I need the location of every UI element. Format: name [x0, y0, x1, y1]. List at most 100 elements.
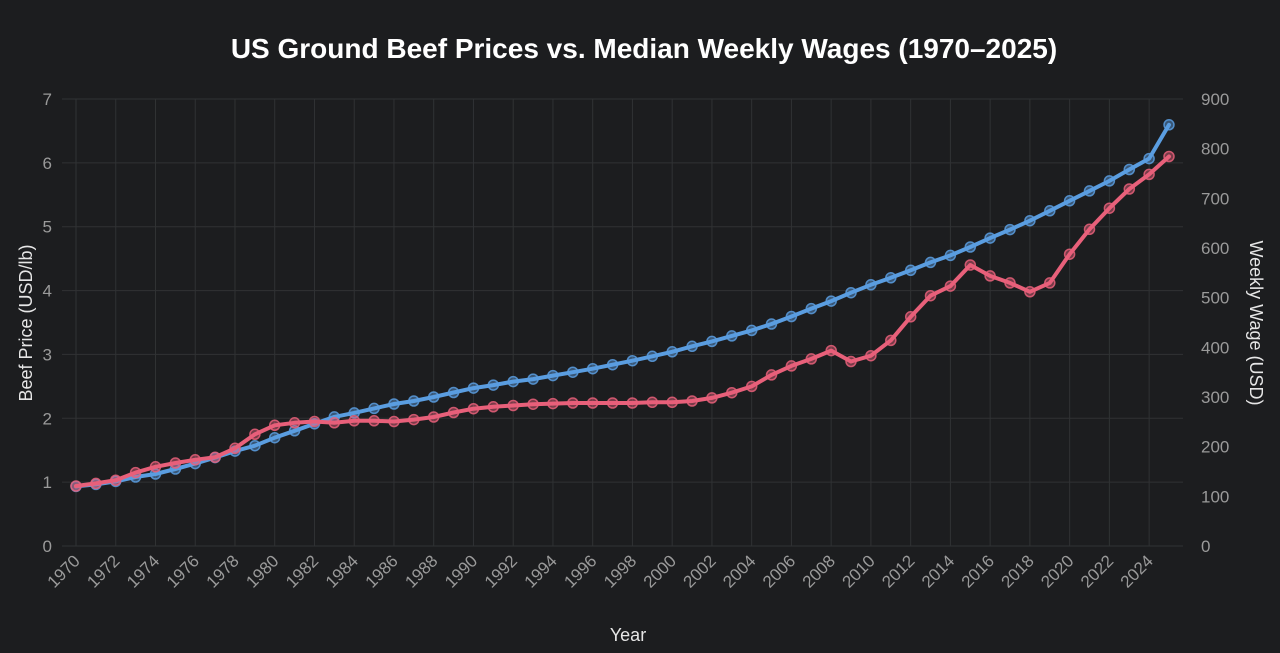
data-point[interactable]: [507, 375, 519, 388]
data-point[interactable]: [408, 395, 420, 407]
data-point[interactable]: [408, 413, 420, 426]
data-point[interactable]: [984, 232, 996, 244]
data-point[interactable]: [567, 366, 579, 378]
data-point[interactable]: [924, 289, 937, 302]
data-point[interactable]: [487, 379, 500, 391]
data-point[interactable]: [666, 396, 678, 409]
data-point[interactable]: [308, 415, 321, 428]
data-point[interactable]: [845, 355, 857, 368]
data-point[interactable]: [527, 373, 539, 385]
data-point[interactable]: [348, 415, 360, 427]
data-point[interactable]: [1123, 183, 1136, 195]
data-point[interactable]: [288, 417, 301, 429]
data-point[interactable]: [1163, 150, 1175, 163]
data-point[interactable]: [70, 480, 82, 492]
data-point[interactable]: [1044, 277, 1056, 289]
data-point[interactable]: [805, 302, 818, 315]
data-point[interactable]: [686, 395, 698, 407]
data-point[interactable]: [964, 241, 977, 253]
data-point[interactable]: [129, 466, 142, 479]
data-point[interactable]: [229, 442, 241, 455]
data-point[interactable]: [686, 340, 698, 353]
data-point[interactable]: [90, 477, 102, 490]
data-point[interactable]: [586, 362, 599, 375]
data-point[interactable]: [1024, 214, 1036, 227]
data-point[interactable]: [646, 396, 659, 409]
data-point[interactable]: [467, 402, 480, 415]
data-point[interactable]: [547, 397, 559, 410]
data-point[interactable]: [765, 318, 778, 330]
data-point[interactable]: [626, 397, 639, 409]
data-point[interactable]: [825, 344, 837, 357]
data-point[interactable]: [726, 330, 738, 342]
data-point[interactable]: [268, 419, 281, 432]
data-point[interactable]: [567, 397, 579, 409]
data-point[interactable]: [388, 415, 400, 428]
data-point[interactable]: [1123, 163, 1136, 176]
data-point[interactable]: [785, 360, 798, 372]
data-point[interactable]: [109, 474, 122, 486]
data-point[interactable]: [785, 310, 798, 323]
data-point[interactable]: [706, 392, 718, 404]
data-point[interactable]: [606, 358, 619, 371]
data-point[interactable]: [1004, 223, 1016, 236]
data-point[interactable]: [865, 349, 877, 362]
data-point[interactable]: [904, 264, 917, 277]
data-point[interactable]: [606, 397, 619, 409]
data-point[interactable]: [209, 451, 221, 463]
data-point[interactable]: [427, 391, 440, 403]
data-point[interactable]: [646, 350, 659, 363]
data-point[interactable]: [1063, 195, 1076, 207]
data-point[interactable]: [1143, 168, 1155, 181]
data-point[interactable]: [745, 324, 758, 337]
data-point[interactable]: [885, 272, 897, 284]
data-point[interactable]: [885, 334, 897, 347]
data-point[interactable]: [149, 461, 162, 473]
data-point[interactable]: [447, 386, 460, 399]
data-point[interactable]: [964, 259, 977, 271]
data-point[interactable]: [865, 279, 877, 291]
data-point[interactable]: [487, 401, 500, 413]
data-point[interactable]: [1004, 277, 1016, 289]
data-point[interactable]: [288, 425, 301, 437]
data-point[interactable]: [706, 335, 718, 348]
data-point[interactable]: [944, 249, 957, 262]
data-point[interactable]: [249, 439, 261, 452]
data-point[interactable]: [368, 415, 380, 427]
data-point[interactable]: [368, 402, 380, 415]
data-point[interactable]: [666, 346, 678, 358]
data-point[interactable]: [189, 454, 201, 466]
data-point[interactable]: [1024, 286, 1036, 298]
data-point[interactable]: [1044, 205, 1056, 217]
data-point[interactable]: [1103, 175, 1116, 187]
data-point[interactable]: [249, 428, 261, 441]
data-point[interactable]: [447, 406, 460, 419]
data-point[interactable]: [984, 270, 996, 282]
data-point[interactable]: [1103, 202, 1116, 214]
data-point[interactable]: [586, 397, 599, 409]
data-point[interactable]: [427, 411, 440, 423]
data-point[interactable]: [268, 431, 281, 444]
data-point[interactable]: [845, 286, 857, 299]
data-point[interactable]: [1083, 223, 1096, 236]
data-point[interactable]: [904, 311, 917, 323]
data-point[interactable]: [825, 295, 837, 307]
data-point[interactable]: [726, 386, 738, 399]
data-point[interactable]: [1143, 152, 1155, 165]
data-point[interactable]: [1063, 248, 1076, 260]
data-point[interactable]: [328, 417, 341, 429]
data-point[interactable]: [348, 407, 360, 419]
data-point[interactable]: [388, 398, 400, 410]
data-point[interactable]: [507, 399, 519, 412]
data-point[interactable]: [805, 353, 818, 365]
data-point[interactable]: [765, 369, 778, 381]
data-point[interactable]: [1083, 185, 1096, 197]
data-point[interactable]: [547, 369, 559, 382]
data-point[interactable]: [944, 280, 957, 292]
data-point[interactable]: [1163, 119, 1175, 131]
data-point[interactable]: [467, 382, 480, 394]
data-point[interactable]: [745, 380, 758, 393]
data-point[interactable]: [169, 457, 182, 469]
data-point[interactable]: [527, 398, 539, 410]
data-point[interactable]: [924, 256, 937, 269]
